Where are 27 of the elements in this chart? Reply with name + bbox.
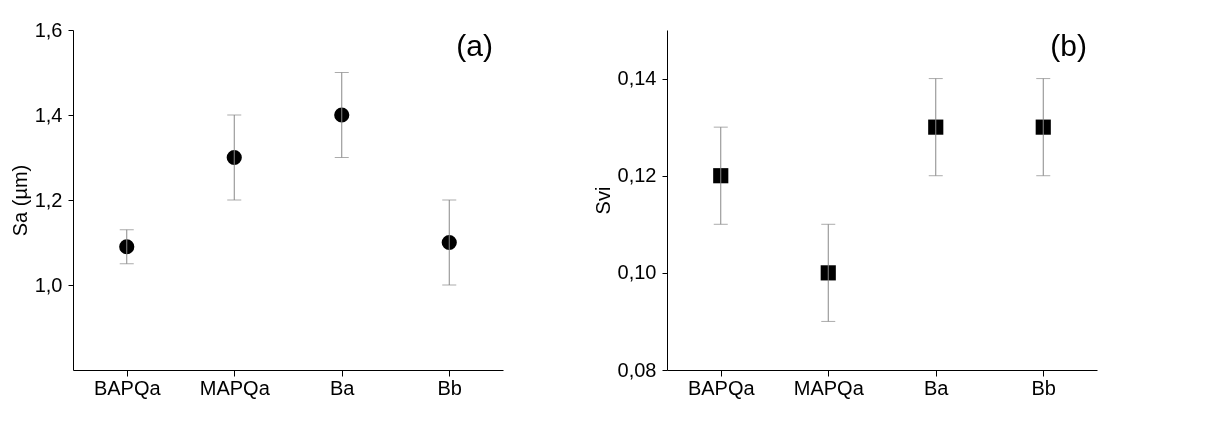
x-tick-label: Ba [330, 376, 356, 399]
x-tick-label: BAPQa [687, 376, 756, 399]
y-tick-label: 0,10 [617, 261, 657, 284]
x-tick-label: Bb [437, 376, 462, 399]
point [226, 149, 242, 166]
annotation: (a) [456, 29, 493, 62]
y-tick-label: 1,2 [34, 188, 63, 211]
point [441, 234, 457, 251]
y-tick-label: 1,0 [34, 273, 63, 296]
x-tick-label: Bb [1031, 376, 1056, 399]
y-axis-title: Sa (µm) [8, 164, 31, 237]
y-axis-title: Svi [591, 186, 614, 215]
point [119, 239, 135, 255]
point [820, 265, 836, 281]
x-tick-label: BAPQa [93, 376, 162, 399]
y-tick-label: 1,6 [34, 18, 63, 41]
point [1035, 119, 1051, 135]
x-tick-label: Ba [924, 376, 950, 399]
point [713, 168, 729, 184]
y-tick-label: 0,12 [617, 164, 657, 187]
point [928, 119, 944, 135]
y-tick-label: 1,4 [34, 103, 63, 126]
y-tick-label: 0,08 [617, 358, 657, 381]
annotation: (b) [1050, 29, 1087, 62]
y-tick-label: 0,14 [617, 67, 657, 90]
x-tick-label: MAPQa [793, 376, 865, 399]
x-tick-label: MAPQa [199, 376, 271, 399]
